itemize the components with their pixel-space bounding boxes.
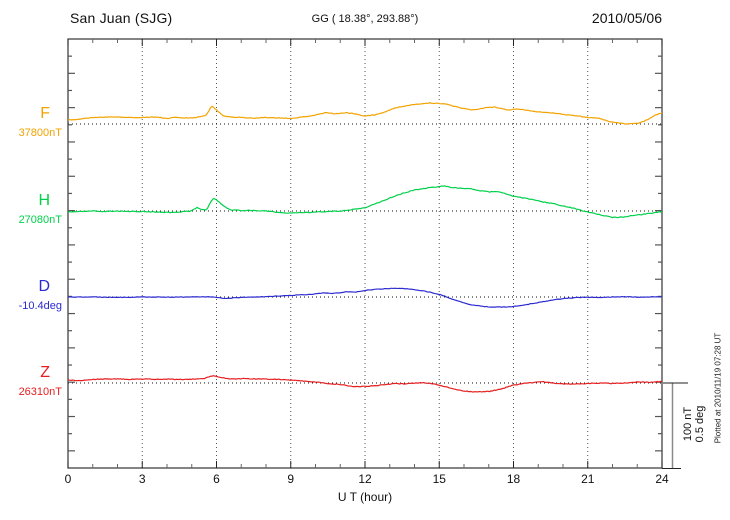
plot-date: 2010/05/06: [591, 10, 662, 26]
x-tick-label-18: 18: [506, 472, 521, 486]
x-axis-title: U T (hour): [337, 490, 393, 504]
x-tick-label-0: 0: [64, 472, 72, 486]
channel-baseline-h: 27080nT: [18, 214, 62, 226]
plotted-at-note: Plotted at 2010/11/19 07:28 UT: [713, 332, 723, 444]
x-tick-label-21: 21: [581, 472, 595, 486]
channel-baseline-z: 26310nT: [18, 386, 62, 398]
scale-bar-nt-label: 100 nT: [682, 406, 694, 442]
channel-letter-f: F: [40, 105, 50, 122]
station-title: San Juan (SJG): [70, 10, 173, 26]
channel-baseline-d: -10.4deg: [18, 300, 62, 312]
channel-letter-z: Z: [40, 364, 50, 381]
channel-label-d: D -10.4deg: [0, 279, 62, 312]
scale-bar-label: 100 nT 0.5 deg: [682, 406, 706, 443]
trace-d: [67, 287, 663, 308]
x-tick-label-9: 9: [287, 472, 295, 486]
channel-label-h: H 27080nT: [0, 193, 62, 226]
trace-z: [67, 375, 663, 393]
channel-letter-d: D: [38, 278, 50, 295]
trace-h: [67, 185, 663, 219]
channel-label-z: Z 26310nT: [0, 365, 62, 398]
channel-baseline-f: 37800nT: [18, 127, 62, 139]
x-tick-label-12: 12: [358, 472, 372, 486]
x-tick-label-3: 3: [138, 472, 146, 486]
channel-label-f: F 37800nT: [0, 106, 62, 139]
x-tick-label-24: 24: [655, 472, 669, 486]
x-tick-label-15: 15: [432, 472, 446, 486]
trace-f: [67, 102, 663, 125]
scale-bar-deg-label: 0.5 deg: [694, 405, 706, 443]
channel-letter-h: H: [38, 192, 50, 209]
station-coordinates: GG ( 18.38°, 293.88°): [311, 13, 419, 25]
x-tick-label-6: 6: [213, 472, 220, 486]
